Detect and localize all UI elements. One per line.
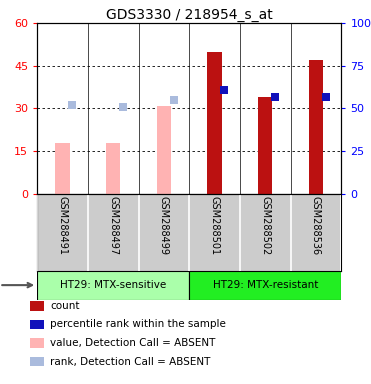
Text: count: count	[50, 301, 80, 311]
Text: cell line: cell line	[0, 280, 32, 290]
Text: HT29: MTX-resistant: HT29: MTX-resistant	[213, 280, 318, 290]
Bar	[30, 338, 44, 348]
Point	[69, 102, 75, 108]
Text: GSM288501: GSM288501	[210, 196, 220, 255]
Title: GDS3330 / 218954_s_at: GDS3330 / 218954_s_at	[106, 8, 273, 22]
Bar	[37, 271, 189, 300]
Bar	[189, 271, 341, 300]
Text: GSM288499: GSM288499	[159, 196, 169, 255]
Text: GSM288502: GSM288502	[260, 196, 270, 255]
Bar	[30, 301, 44, 311]
Point	[323, 93, 329, 99]
Point	[171, 97, 177, 103]
Text: rank, Detection Call = ABSENT: rank, Detection Call = ABSENT	[50, 357, 210, 367]
Bar	[30, 320, 44, 329]
Bar	[207, 51, 221, 194]
Bar	[157, 106, 171, 194]
Point	[120, 104, 126, 110]
Bar	[258, 97, 272, 194]
Point	[221, 87, 227, 93]
Text: GSM288536: GSM288536	[311, 196, 321, 255]
Text: HT29: MTX-sensitive: HT29: MTX-sensitive	[60, 280, 166, 290]
Text: GSM288497: GSM288497	[108, 196, 118, 255]
Text: value, Detection Call = ABSENT: value, Detection Call = ABSENT	[50, 338, 216, 348]
Bar	[309, 60, 323, 194]
Text: percentile rank within the sample: percentile rank within the sample	[50, 319, 226, 329]
Bar	[55, 143, 69, 194]
Bar	[30, 357, 44, 366]
Text: GSM288491: GSM288491	[58, 196, 68, 255]
Point	[272, 93, 278, 99]
Bar	[106, 143, 120, 194]
